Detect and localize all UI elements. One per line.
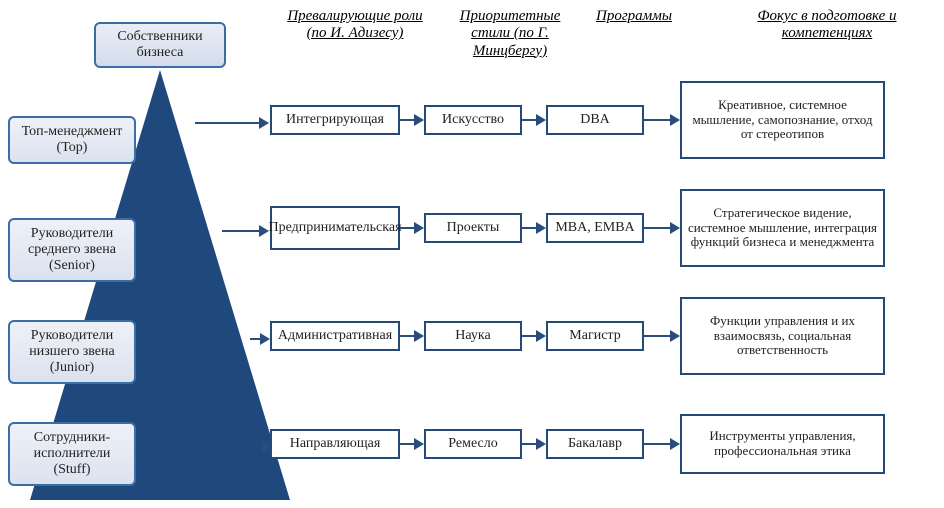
header-programs: Программы	[584, 8, 684, 60]
header-focus: Фокус в подготовке и компетенциях	[722, 8, 932, 60]
row-2: Административная Наука Магистр Функции у…	[260, 294, 932, 378]
cell-style-3: Ремесло	[424, 429, 522, 459]
level-box-senior: Руководители среднего звена (Senior)	[8, 218, 136, 282]
row-0: Интегрирующая Искусство DBA Креативное, …	[260, 78, 932, 162]
column-headers: Превалирующие роли (по И. Адизесу) Приор…	[280, 8, 932, 60]
arrow-3b	[522, 438, 546, 450]
lead-arrow-0	[195, 117, 269, 129]
cell-role-1: Предпринимательская	[270, 206, 400, 250]
cell-program-1: MBA, EMBA	[546, 213, 644, 243]
arrow-2c	[644, 330, 680, 342]
arrow-1c	[644, 222, 680, 234]
arrow-3a	[400, 438, 424, 450]
cell-style-2: Наука	[424, 321, 522, 351]
cell-focus-1: Стратегическое видение, системное мышлен…	[680, 189, 885, 267]
level-box-stuff: Сотрудники-исполнители (Stuff)	[8, 422, 136, 486]
arrow-0a	[400, 114, 424, 126]
cell-role-3: Направляющая	[270, 429, 400, 459]
apex-box: Собственники бизнеса	[94, 22, 226, 68]
cell-style-1: Проекты	[424, 213, 522, 243]
cell-style-0: Искусство	[424, 105, 522, 135]
level-box-top: Топ-менеджмент (Top)	[8, 116, 136, 164]
arrow-0b	[522, 114, 546, 126]
row-1: Предпринимательская Проекты MBA, EMBA Ст…	[260, 186, 932, 270]
cell-program-0: DBA	[546, 105, 644, 135]
arrow-2b	[522, 330, 546, 342]
cell-program-3: Бакалавр	[546, 429, 644, 459]
header-styles: Приоритетные стили (по Г. Минцбергу)	[440, 8, 580, 60]
arrow-1a	[400, 222, 424, 234]
level-box-junior: Руководители низшего звена (Junior)	[8, 320, 136, 384]
header-roles: Превалирующие роли (по И. Адизесу)	[280, 8, 430, 60]
arrow-2a	[400, 330, 424, 342]
cell-role-2: Административная	[270, 321, 400, 351]
arrow-0c	[644, 114, 680, 126]
arrow-1b	[522, 222, 546, 234]
cell-focus-2: Функции управления и их взаимосвязь, соц…	[680, 297, 885, 375]
cell-focus-0: Креативное, системное мышление, самопозн…	[680, 81, 885, 159]
cell-focus-3: Инструменты управления, профессиональная…	[680, 414, 885, 474]
row-3: Направляющая Ремесло Бакалавр Инструмент…	[260, 402, 932, 486]
cell-role-0: Интегрирующая	[270, 105, 400, 135]
cell-program-2: Магистр	[546, 321, 644, 351]
arrow-3c	[644, 438, 680, 450]
